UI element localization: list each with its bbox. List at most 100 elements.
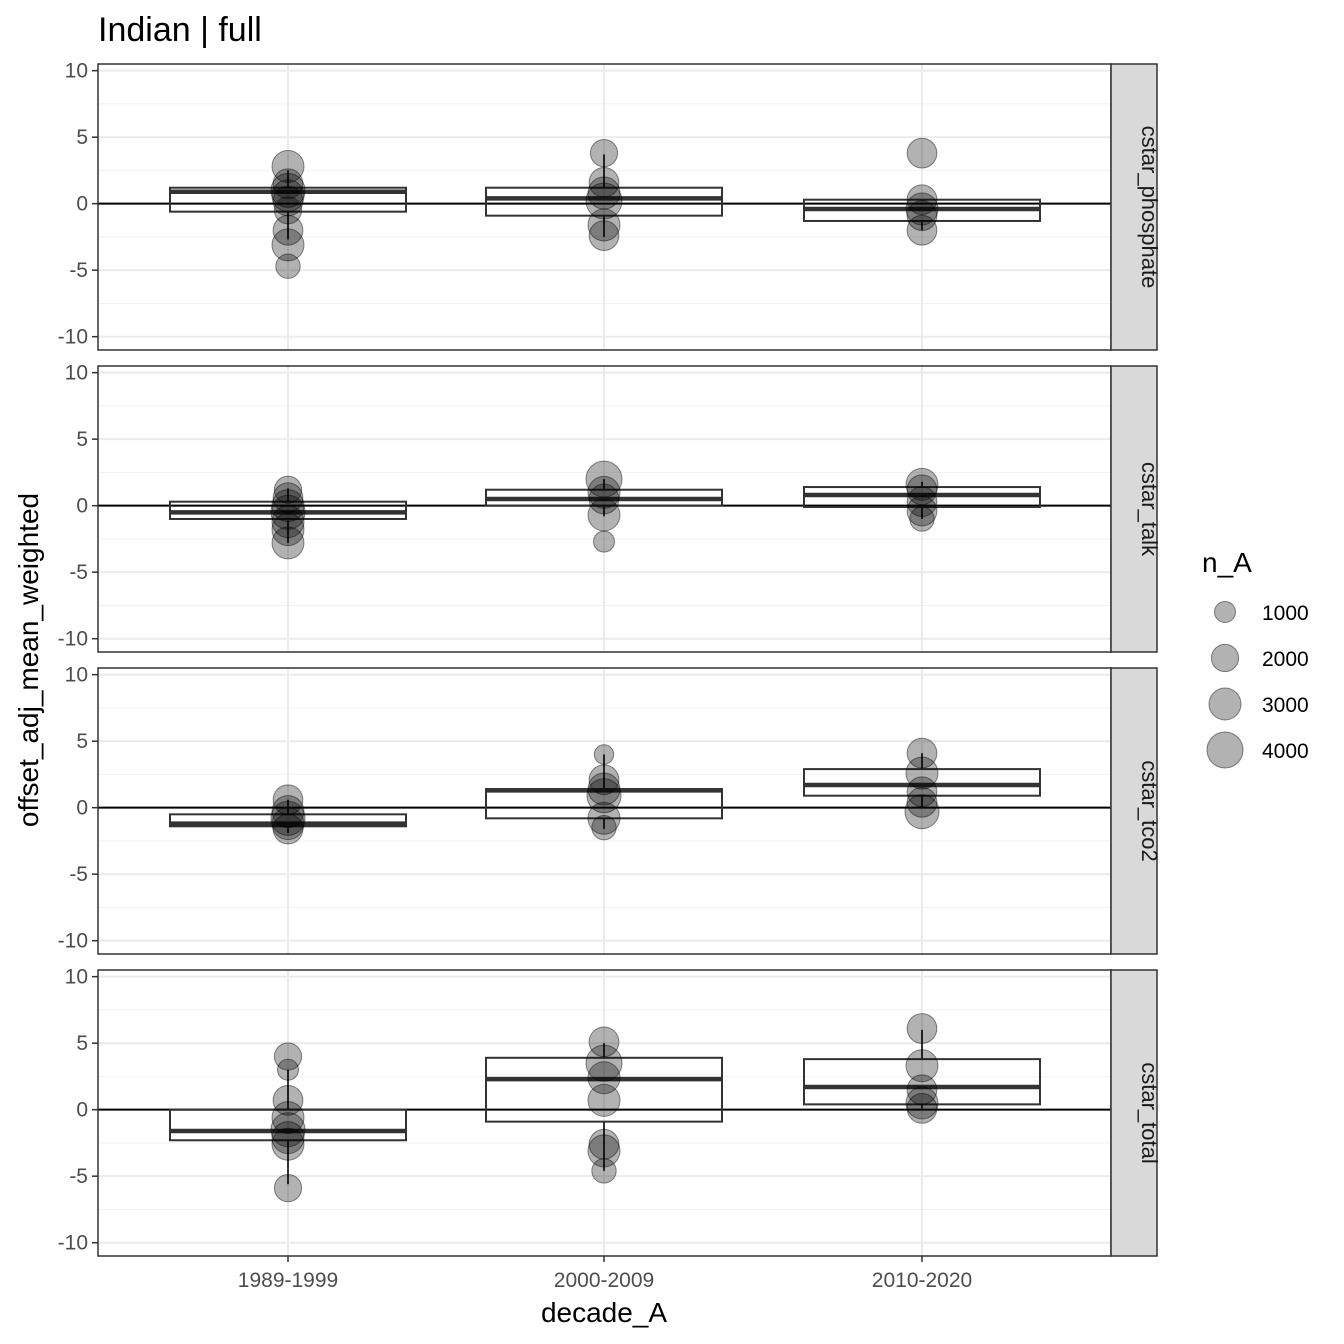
- y-axis-label: offset_adj_mean_weighted: [13, 493, 44, 827]
- data-point: [271, 489, 305, 523]
- data-point: [585, 460, 623, 498]
- boxplot-1989-1999: [169, 488, 407, 543]
- legend-label: 4000: [1262, 740, 1309, 763]
- box-iqr: [485, 186, 723, 217]
- x-tick-label: 2010-2020: [872, 1269, 972, 1292]
- legend-key-circle: [1214, 601, 1236, 623]
- data-point: [905, 756, 939, 790]
- facet-panels: 10 5 0 -5 -10 cstar_phosphate 10 5 0 -5 -10 cstar_t…: [58, 60, 1162, 1257]
- legend-entry-3000: 3000: [1208, 687, 1309, 721]
- data-point: [904, 794, 940, 830]
- data-point: [585, 182, 623, 220]
- facet-strip: [1110, 63, 1158, 351]
- box-iqr: [485, 1056, 723, 1123]
- facet-panel-cstar-total: 10 5 0 -5 -10 cstar_total: [58, 966, 1162, 1257]
- data-point: [587, 176, 621, 210]
- data-point: [271, 1127, 305, 1161]
- data-point: [271, 795, 305, 829]
- y-tick-label: 0: [76, 193, 88, 216]
- data-point: [271, 179, 305, 213]
- facet-strip: [1110, 365, 1158, 653]
- data-point: [906, 184, 938, 216]
- data-point: [273, 1174, 303, 1203]
- data-point: [271, 1101, 305, 1135]
- facet-strip-label: cstar_talk: [1137, 462, 1162, 557]
- x-tick-label: 1989-1999: [238, 1269, 338, 1292]
- facet-strip-label: cstar_phosphate: [1137, 126, 1162, 289]
- legend-key-circle: [1206, 731, 1244, 769]
- size-legend: 1000 2000 3000 4000: [1206, 601, 1309, 769]
- data-point: [593, 530, 615, 553]
- data-point: [906, 137, 938, 169]
- legend-title: n_A: [1202, 547, 1252, 578]
- y-tick-label: -5: [69, 259, 88, 282]
- boxplot-2000-2009: [485, 479, 723, 517]
- boxplot-2000-2009: [485, 1043, 723, 1171]
- data-point: [271, 526, 305, 560]
- data-point: [272, 784, 304, 816]
- y-tick-label: 5: [76, 1032, 88, 1055]
- facet-strip-label: cstar_total: [1137, 1062, 1162, 1164]
- data-point: [587, 801, 621, 835]
- data-point: [275, 253, 301, 279]
- data-point: [905, 467, 939, 501]
- data-point: [587, 498, 621, 532]
- data-point: [588, 220, 620, 251]
- legend-key-circle: [1210, 643, 1240, 673]
- data-point: [589, 139, 619, 168]
- legend-label: 3000: [1262, 694, 1309, 717]
- data-point: [587, 772, 621, 806]
- legend-entry-2000: 2000: [1210, 643, 1309, 673]
- data-point: [587, 1134, 621, 1168]
- data-point: [905, 192, 939, 226]
- data-point: [586, 778, 622, 814]
- data-point: [271, 149, 305, 183]
- boxplot-2000-2009: [485, 754, 723, 829]
- y-tick-label: -5: [69, 863, 88, 886]
- data-point: [270, 172, 306, 208]
- data-point: [906, 776, 938, 808]
- data-point: [906, 1013, 938, 1044]
- data-point: [272, 813, 304, 845]
- boxplot-1989-1999: [169, 799, 407, 833]
- y-tick-label: -10: [58, 1232, 88, 1255]
- data-point: [909, 506, 935, 532]
- facet-strip: [1110, 667, 1158, 955]
- data-point: [906, 214, 938, 246]
- facet-strip-label: cstar_tco2: [1137, 760, 1162, 862]
- y-tick-label: -5: [69, 561, 88, 584]
- data-point: [272, 1085, 304, 1116]
- boxplot-1989-1999: [169, 170, 407, 240]
- data-point: [591, 1158, 617, 1184]
- x-axis-ticks: 1989-1999 2000-2009 2010-2020: [238, 1256, 972, 1292]
- data-point: [906, 1074, 938, 1106]
- data-point: [271, 228, 305, 262]
- data-point: [272, 168, 304, 200]
- data-point: [588, 1128, 620, 1160]
- facet-strip: [1110, 969, 1158, 1257]
- data-point: [273, 1042, 303, 1071]
- y-tick-label: 0: [76, 495, 88, 518]
- data-point: [906, 737, 938, 769]
- data-point: [270, 1112, 306, 1148]
- boxplot-1989-1999: [169, 1069, 407, 1185]
- data-point: [588, 764, 620, 796]
- data-point: [587, 1083, 621, 1117]
- legend-entry-1000: 1000: [1214, 601, 1309, 625]
- x-tick-label: 2000-2009: [554, 1269, 654, 1292]
- data-point: [277, 1058, 299, 1081]
- data-point: [272, 482, 304, 514]
- y-tick-label: -5: [69, 1165, 88, 1188]
- data-point: [270, 800, 306, 836]
- data-point: [272, 185, 304, 217]
- y-tick-label: 5: [76, 428, 88, 451]
- data-point: [906, 786, 938, 818]
- y-tick-label: 10: [65, 966, 88, 989]
- data-point: [587, 208, 621, 242]
- legend-label: 1000: [1262, 602, 1309, 625]
- data-point: [585, 1044, 623, 1082]
- y-tick-label: 0: [76, 797, 88, 820]
- box-iqr: [169, 186, 407, 213]
- facet-panel-cstar-phosphate: 10 5 0 -5 -10 cstar_phosphate: [58, 60, 1162, 351]
